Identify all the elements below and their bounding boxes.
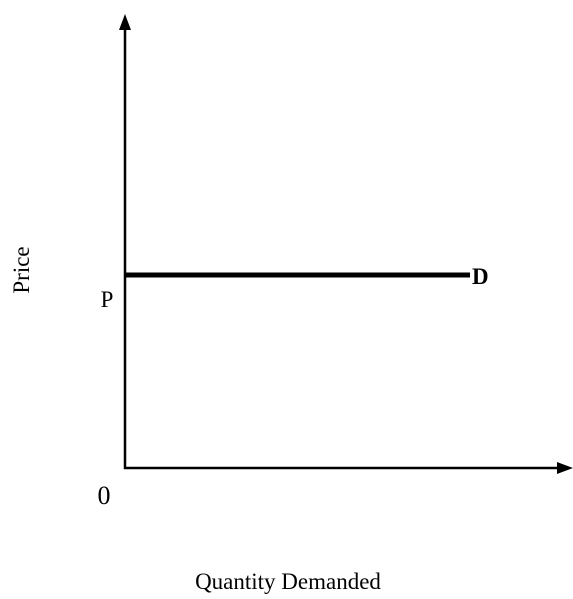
demand-curve-label: D <box>472 264 489 289</box>
y-axis-label: Price <box>9 246 34 293</box>
x-axis-label: Quantity Demanded <box>195 569 381 594</box>
x-axis-arrow-icon <box>557 462 573 474</box>
origin-label: 0 <box>98 481 111 510</box>
y-axis-arrow-icon <box>119 14 131 30</box>
y-tick-label-p: P <box>101 287 114 312</box>
